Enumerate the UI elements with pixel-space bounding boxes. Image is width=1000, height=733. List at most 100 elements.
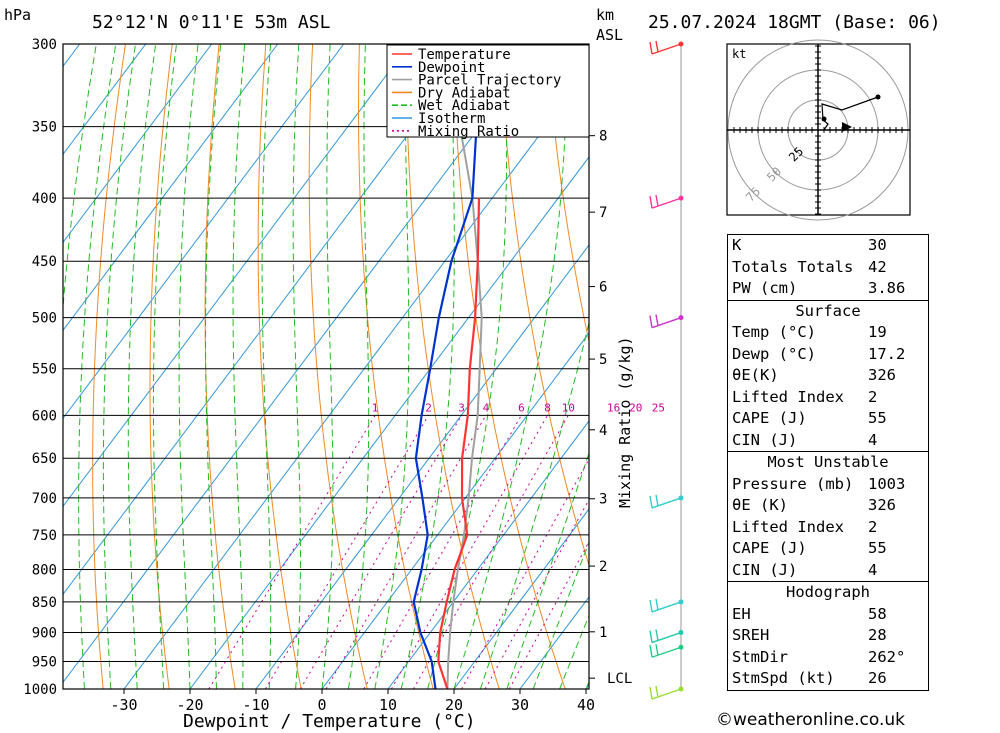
mixing-ratio-label: 8 [544, 401, 551, 414]
surface-row: CIN (J) 4 [732, 430, 878, 449]
most-unstable-row: CAPE (J) 55 [732, 539, 887, 557]
pressure-tick-label: 1000 [23, 682, 57, 698]
sounding-series [412, 44, 484, 689]
wind-barb-flag [655, 314, 659, 326]
wet-adiabat-line [127, 44, 157, 689]
hodograph-row: EH 58 [732, 604, 887, 623]
isotherm-line [63, 44, 543, 684]
pressure-axis: 300 350 400 450 500 550 600 650 700 750 800 850 900 9… [23, 37, 57, 698]
wet-adiabat-line [453, 44, 568, 689]
pressure-tick-label: 900 [32, 626, 57, 642]
wind-barb-flag [649, 495, 653, 509]
pressure-tick-label: 400 [32, 191, 57, 207]
dry-adiabat-line [92, 44, 126, 689]
isotherm-line [321, 332, 589, 689]
wet-adiabat-line [152, 44, 177, 689]
hodograph-row: StmDir 262° [732, 647, 906, 666]
isotherm-line [63, 44, 477, 596]
hodograph-section-title: Hodograph [728, 581, 928, 604]
mixing-ratio-label: 6 [518, 401, 525, 414]
wet-adiabat-line [261, 44, 272, 689]
isotherm-line [63, 44, 213, 244]
series-temperature [437, 198, 481, 689]
pressure-unit-label: hPa [4, 6, 31, 24]
height-tick-label: 8 [599, 129, 607, 145]
mixing-ratio-label: 4 [483, 401, 490, 414]
mixing-ratio-label: 1 [372, 401, 379, 414]
mixing-ratio-lines [208, 415, 589, 689]
isotherm-line [387, 420, 589, 689]
mixing-ratio-line [363, 415, 522, 689]
index-row-pw: PW (cm) 3.86 [732, 279, 906, 297]
isotherm-line [255, 244, 589, 689]
series-dewpoint [412, 44, 484, 689]
surface-row: θE(K) 326 [732, 366, 896, 384]
isotherm-line [453, 508, 589, 689]
temperature-axis: -30 -20 -10 0 10 20 30 40 [110, 689, 595, 714]
mixing-ratio-label: 25 [652, 401, 665, 414]
pressure-tick-label: 350 [32, 120, 57, 136]
wet-adiabat-line [102, 44, 136, 689]
wind-barb-flag [655, 494, 659, 507]
pressure-tick-label: 750 [32, 528, 57, 544]
wind-barb-flag [655, 598, 659, 611]
wind-barbs [649, 40, 684, 700]
height-unit-label-asl: ASL [596, 26, 623, 44]
temperature-tick-label: 20 [445, 696, 463, 714]
index-row-k: K 30 [732, 236, 887, 254]
hodograph-row: StmSpd (kt) 26 [732, 669, 887, 687]
isotherm-line [189, 156, 589, 689]
pressure-tick-label: 500 [32, 311, 57, 327]
legend-entry: Parcel Trajectory [418, 73, 561, 89]
wet-adiabat-line [78, 44, 117, 689]
pressure-tick-label: 650 [32, 451, 57, 467]
wind-barb-flag [655, 644, 659, 656]
dry-adiabat-line [257, 44, 302, 689]
wet-adiabat-line [63, 44, 97, 314]
wet-adiabat-line [559, 614, 589, 689]
wet-adiabat-line [321, 44, 334, 689]
pressure-tick-label: 800 [32, 562, 57, 578]
mixing-ratio-axis-label: Mixing Ratio (g/kg) [616, 336, 634, 508]
wind-barb-staff [651, 497, 682, 509]
height-tick-label: 6 [599, 280, 607, 296]
wind-barb-flag [649, 315, 653, 328]
temperature-tick-label: 40 [577, 696, 595, 714]
pressure-tick-label: 300 [32, 37, 57, 53]
height-axis: 1 2 3 4 5 6 7 8 LCL [589, 129, 632, 687]
credit-link[interactable]: ©weatheronline.co.uk [716, 710, 906, 730]
wet-adiabat-line [427, 44, 508, 689]
temperature-tick-label: -30 [110, 696, 137, 714]
plot-area [63, 44, 1000, 689]
dry-adiabat-line [968, 44, 1000, 689]
temperature-tick-label: 0 [317, 696, 326, 714]
pressure-tick-label: 550 [32, 362, 57, 378]
mixing-ratio-line [264, 415, 429, 689]
wind-barb-staff [651, 646, 682, 658]
wind-barb-flag [655, 40, 659, 53]
wet-adiabat-line [205, 44, 222, 689]
pressure-tick-label: 950 [32, 655, 57, 671]
dry-adiabat-line [921, 44, 1000, 689]
legend-entry: Dewpoint [418, 60, 485, 76]
most-unstable-row: θE (K) 326 [732, 496, 896, 514]
mixing-ratio-label: 2 [425, 401, 432, 414]
pressure-tick-label: 600 [32, 408, 57, 424]
mixing-ratio-line [299, 415, 463, 689]
isotherm-line [123, 68, 589, 689]
wind-barb-flag [655, 685, 659, 698]
hodograph: kt 25 50 75 [726, 39, 911, 221]
most-unstable-row: Pressure (mb) 1003 [732, 474, 906, 493]
hodograph-point [821, 116, 827, 122]
isotherm-line [63, 44, 345, 420]
temperature-tick-label: -10 [242, 696, 269, 714]
index-row-totals: Totals Totals 42 [732, 257, 887, 276]
isotherm-line [63, 44, 411, 508]
legend-entry: Mixing Ratio [418, 124, 519, 140]
wind-barb-flag [655, 194, 659, 207]
surface-row: Dewp (°C) 17.2 [732, 344, 906, 363]
legend-entry: Wet Adiabat [418, 98, 511, 114]
hodograph-row: SREH 28 [732, 626, 887, 644]
